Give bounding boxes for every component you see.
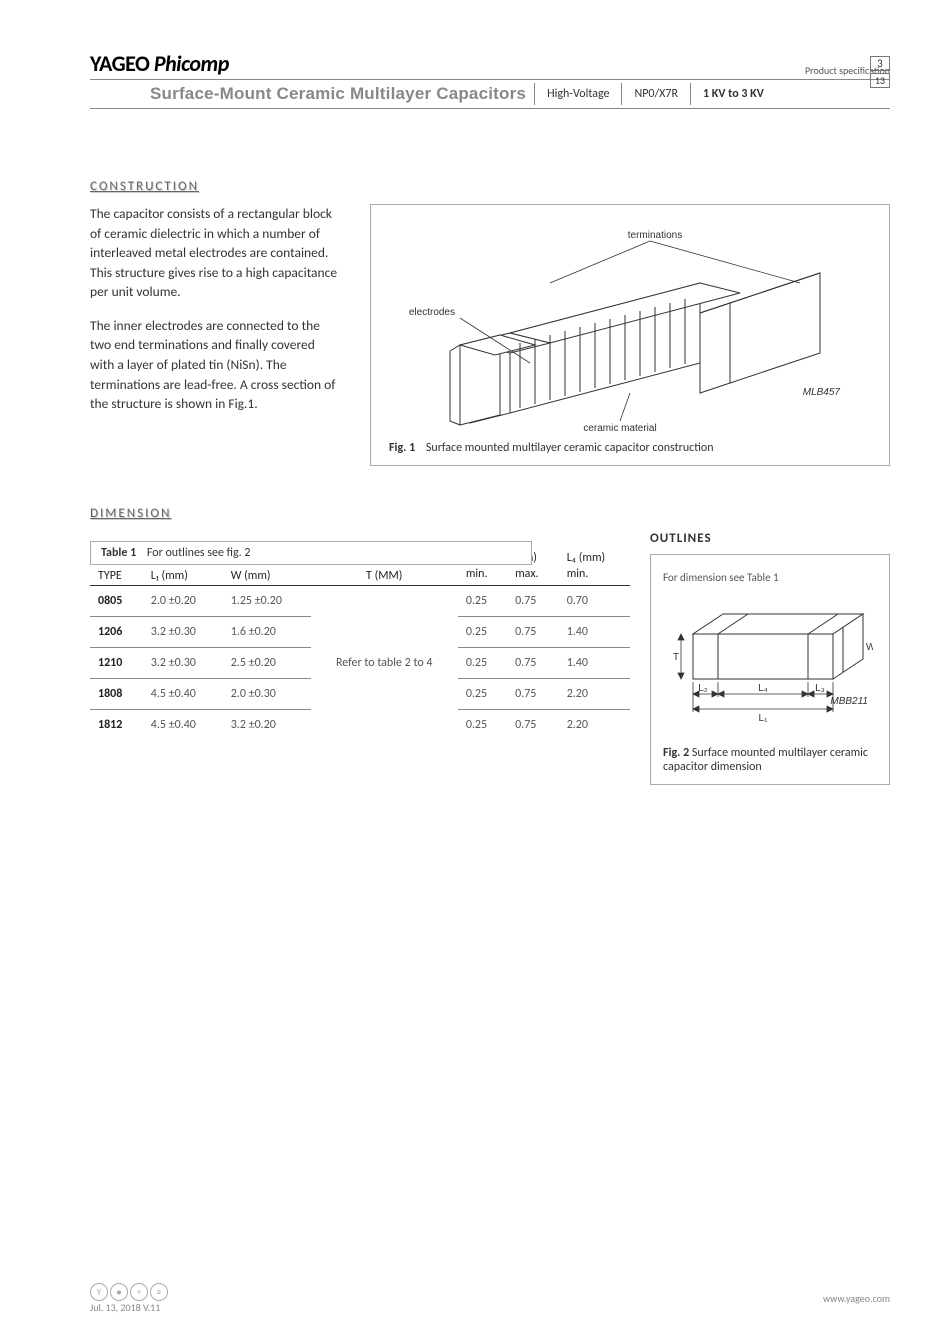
cert-icon: + [130, 1283, 148, 1301]
cert-icon: Y [90, 1283, 108, 1301]
dimension-table-area: Table 1 For outlines see fig. 2 TYPE L₁ … [90, 531, 630, 740]
cell-l4min: 2.20 [559, 710, 630, 741]
page-number-fraction: 3 13 [870, 56, 890, 88]
cell-l23min: 0.25 [458, 648, 507, 679]
construction-para1: The capacitor consists of a rectangular … [90, 204, 340, 302]
fig1-code: MLB457 [803, 387, 841, 398]
page-header: YAGEO Phicomp Product specification [90, 50, 890, 80]
cell-type: 1210 [90, 648, 143, 679]
cell-l4min: 1.40 [559, 648, 630, 679]
cell-w: 1.6 ±0.20 [223, 617, 311, 648]
page-total: 13 [870, 73, 890, 88]
cell-w: 1.25 ±0.20 [223, 586, 311, 617]
construction-text: The capacitor consists of a rectangular … [90, 204, 340, 428]
cell-l23min: 0.25 [458, 617, 507, 648]
cell-w: 2.0 ±0.30 [223, 679, 311, 710]
label-ceramic: ceramic material [583, 423, 656, 433]
brand-logo: YAGEO Phicomp [90, 50, 229, 77]
footer-icons: Y ● + ≡ [90, 1283, 168, 1301]
cell-l23max: 0.75 [507, 679, 559, 710]
capacitor-diagram: terminations electrodes ceramic material… [400, 223, 860, 433]
brand-phicomp: Phicomp [154, 50, 229, 77]
dimension-heading: DIMENSION [90, 506, 890, 521]
figure2-box: For dimension see Table 1 [650, 554, 890, 785]
cell-l23min: 0.25 [458, 710, 507, 741]
subheader-cell-voltage-range: 1 KV to 3 KV [690, 83, 776, 105]
cert-icon: ≡ [150, 1283, 168, 1301]
table1-label: Table 1 [101, 546, 136, 560]
cell-l23min: 0.25 [458, 586, 507, 617]
dimension-section: DIMENSION Table 1 For outlines see fig. … [90, 506, 890, 785]
fig2-caption-text: Surface mounted multilayer ceramic capac… [663, 746, 868, 774]
dim-l2-label: L₂ [698, 683, 708, 694]
page-footer: Y ● + ≡ Jul. 13, 2018 V.11 www.yageo.com [90, 1283, 890, 1314]
fig1-caption-text: Surface mounted multilayer ceramic capac… [426, 441, 714, 455]
cell-l23min: 0.25 [458, 679, 507, 710]
col-l23-min: min. [458, 567, 507, 586]
outlines-column: OUTLINES For dimension see Table 1 [650, 531, 890, 785]
col-l4: L₄ (mm) [559, 533, 630, 567]
doc-title: Surface-Mount Ceramic Multilayer Capacit… [90, 80, 534, 108]
cell-l23max: 0.75 [507, 648, 559, 679]
dim-l1-label: L₁ [759, 713, 769, 724]
cell-l4min: 1.40 [559, 617, 630, 648]
outline-diagram: T W [663, 594, 873, 734]
col-l4-min: min. [559, 567, 630, 586]
cert-icon: ● [110, 1283, 128, 1301]
cell-l1: 3.2 ±0.30 [143, 617, 223, 648]
fig2-note: For dimension see Table 1 [663, 571, 877, 584]
cell-w: 3.2 ±0.20 [223, 710, 311, 741]
cell-l1: 3.2 ±0.30 [143, 648, 223, 679]
construction-para2: The inner electrodes are connected to th… [90, 316, 340, 414]
dim-l4-label: L₄ [758, 683, 768, 694]
brand-yageo: YAGEO [90, 50, 149, 77]
label-electrodes: electrodes [409, 307, 455, 318]
figure1-box: terminations electrodes ceramic material… [370, 204, 890, 466]
cell-type: 1812 [90, 710, 143, 741]
cell-type: 0805 [90, 586, 143, 617]
cell-l1: 4.5 ±0.40 [143, 679, 223, 710]
outlines-title: OUTLINES [650, 531, 890, 546]
table1-caption: Table 1 For outlines see fig. 2 [90, 541, 532, 565]
page-current: 3 [870, 56, 890, 71]
label-terminations: terminations [628, 230, 682, 241]
footer-left: Y ● + ≡ Jul. 13, 2018 V.11 [90, 1283, 176, 1314]
cell-l23max: 0.75 [507, 617, 559, 648]
subheader-cell-voltage-class: High-Voltage [534, 83, 621, 105]
table1-caption-text: For outlines see fig. 2 [147, 546, 251, 560]
dim-w-label: W [866, 642, 873, 653]
subheader-cell-dielectric: NP0/X7R [621, 83, 690, 105]
footer-url: www.yageo.com [823, 1292, 890, 1305]
figure2-caption: Fig. 2 Surface mounted multilayer cerami… [663, 746, 877, 774]
dim-t-label: T [673, 652, 679, 663]
cell-l23max: 0.75 [507, 586, 559, 617]
sub-header: Surface-Mount Ceramic Multilayer Capacit… [90, 80, 890, 109]
cell-l23max: 0.75 [507, 710, 559, 741]
cell-t-merged: Refer to table 2 to 4 [311, 586, 458, 741]
table-row: 0805 2.0 ±0.20 1.25 ±0.20 Refer to table… [90, 586, 630, 617]
cell-l4min: 2.20 [559, 679, 630, 710]
cell-type: 1808 [90, 679, 143, 710]
dim-l3-label: L₃ [815, 683, 825, 694]
cell-l1: 4.5 ±0.40 [143, 710, 223, 741]
fig2-label: Fig. 2 [663, 746, 689, 760]
footer-date: Jul. 13, 2018 V.11 [90, 1301, 176, 1314]
cell-l1: 2.0 ±0.20 [143, 586, 223, 617]
figure1-caption: Fig. 1 Surface mounted multilayer cerami… [383, 441, 720, 455]
col-l23-max: max. [507, 567, 559, 586]
fig1-label: Fig. 1 [389, 441, 415, 455]
construction-section: CONSTRUCTION The capacitor consists of a… [90, 179, 890, 466]
construction-heading: CONSTRUCTION [90, 179, 890, 194]
cell-l4min: 0.70 [559, 586, 630, 617]
cell-w: 2.5 ±0.20 [223, 648, 311, 679]
cell-type: 1206 [90, 617, 143, 648]
fig2-code: MBB211 [830, 696, 868, 707]
